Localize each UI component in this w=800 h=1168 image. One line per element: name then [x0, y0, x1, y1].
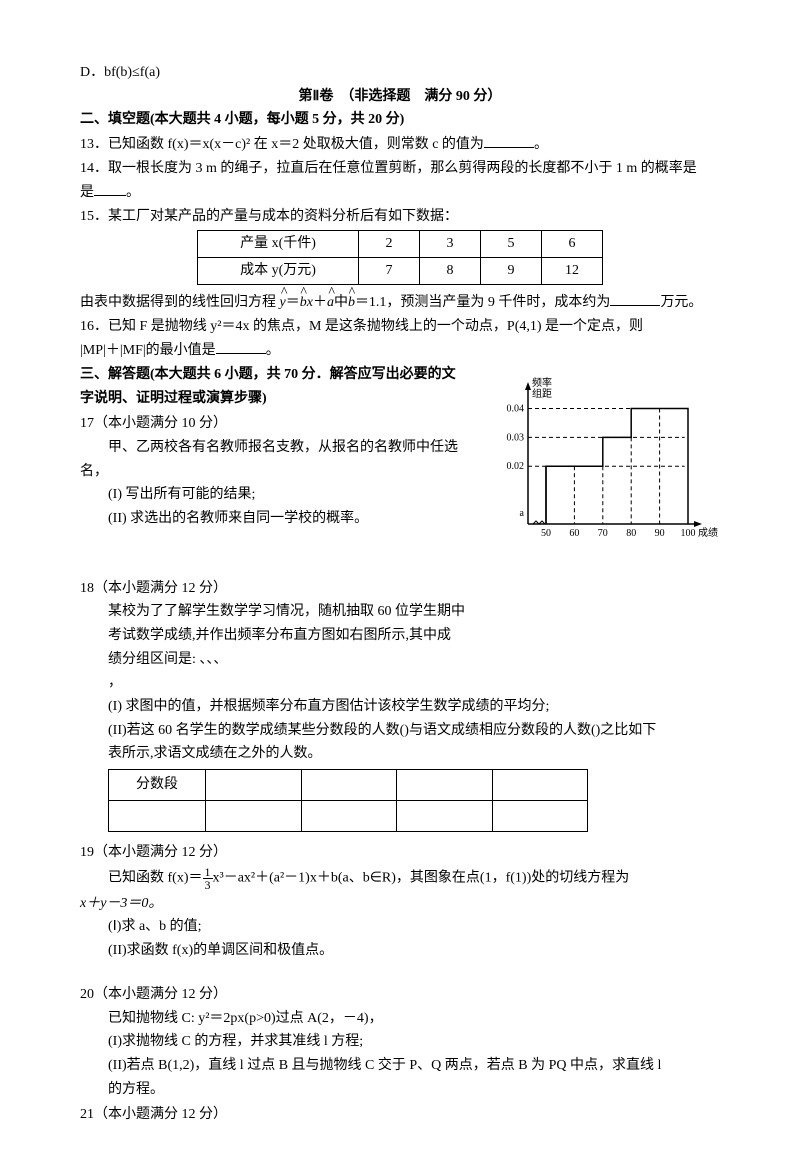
q20-i: (I)求抛物线 C 的方程，并求其准线 l 方程; [80, 1031, 720, 1053]
table-row: 分数段 [109, 770, 588, 801]
q13-text: 13．已知函数 f(x)＝x(x－c)² 在 x＝2 处取极大值，则常数 c 的… [80, 137, 484, 152]
q14: 14．取一根长度为 3 m 的绳子，拉直后在任意位置剪断，那么剪得两段的长度都不… [80, 158, 720, 180]
q18-c2: ， [80, 672, 720, 694]
svg-text:0.03: 0.03 [507, 432, 525, 443]
svg-text:组距: 组距 [532, 387, 552, 400]
q15b-mid: ＝1.1，预测当产量为 9 千件时，成本约为 [355, 295, 611, 310]
table-row: 成本 y(万元) 7 8 9 12 [198, 257, 603, 284]
q18-title: 18（本小题满分 12 分） [80, 578, 720, 600]
bhat: ^b [300, 292, 307, 314]
q19-a: 已知函数 f(x)＝13x³－ax²＋(a²－1)x＋b(a、b∈R)，其图象在… [80, 866, 720, 891]
q13-end: 。 [534, 137, 548, 152]
svg-text:50: 50 [541, 528, 551, 539]
q15-regression: 由表中数据得到的线性回归方程 ^y＝^bx＋^a中^b＝1.1，预测当产量为 9… [80, 291, 720, 314]
svg-text:a: a [520, 508, 525, 519]
q16-blank [216, 339, 266, 354]
frac-1-3: 13 [203, 866, 213, 891]
chart-svg: 频率组距成绩 0.04 0.03 0.02 a 50 60 70 80 90 100 [490, 364, 720, 544]
q18-ii-b: 表所示,求语文成绩在之外的人数。 [80, 743, 720, 765]
q19a-pre: 已知函数 f(x)＝ [108, 870, 203, 885]
cell: 2 [359, 230, 420, 257]
svg-text:0.02: 0.02 [507, 461, 525, 472]
q14-end: 。 [126, 185, 140, 200]
q16-a: 16．已知 F 是抛物线 y²＝4x 的焦点，M 是这条抛物线上的一个动点，P(… [80, 316, 720, 338]
q19-i: (Ⅰ)求 a、b 的值; [80, 916, 720, 938]
cell [492, 801, 588, 832]
q16-b: |MP|＋|MF|的最小值是 。 [80, 339, 720, 362]
q16b-text: |MP|＋|MF|的最小值是 [80, 343, 216, 358]
q18-i: (I) 求图中的值，并根据频率分布直方图估计该校学生数学成绩的平均分; [80, 696, 720, 718]
svg-text:100: 100 [681, 528, 696, 539]
paper2-title: 第Ⅱ卷 （非选择题 满分 90 分） [80, 86, 720, 108]
table-row: 产量 x(千件) 2 3 5 6 [198, 230, 603, 257]
q15-table: 产量 x(千件) 2 3 5 6 成本 y(万元) 7 8 9 12 [197, 230, 603, 285]
q15-blank [610, 291, 660, 306]
svg-text:成绩: 成绩 [698, 526, 718, 539]
q20-ii-a: (II)若点 B(1,2)，直线 l 过点 B 且与抛物线 C 交于 P、Q 两… [80, 1055, 720, 1077]
q19-title: 19（本小题满分 12 分） [80, 842, 720, 864]
row-label: 成本 y(万元) [198, 257, 359, 284]
cell [397, 801, 493, 832]
svg-text:60: 60 [569, 528, 579, 539]
row-label: 产量 x(千件) [198, 230, 359, 257]
q20-title: 20（本小题满分 12 分） [80, 984, 720, 1006]
q18-ii-a: (II)若这 60 名学生的数学成绩某些分数段的人数()与语文成绩相应分数段的人… [80, 720, 720, 742]
q20-ii-b: 的方程。 [80, 1079, 720, 1101]
q14-line2: 是。 [80, 181, 720, 204]
q15-intro: 15．某工厂对某产品的产量与成本的资料分析后有如下数据： [80, 206, 720, 228]
q13-blank [484, 133, 534, 148]
q14-text: 14．取一根长度为 3 m 的绳子，拉直后在任意位置剪断，那么剪得两段的长度都不… [80, 161, 697, 176]
cell [206, 770, 302, 801]
cell: 9 [481, 257, 542, 284]
svg-text:70: 70 [598, 528, 608, 539]
cell: 12 [542, 257, 603, 284]
cell [397, 770, 493, 801]
q18-seg-table: 分数段 [108, 769, 588, 832]
bhat2: ^b [348, 292, 355, 314]
cell [301, 801, 397, 832]
q19a-post: x³－ax²＋(a²－1)x＋b(a、b∈R)，其图象在点(1，f(1))处的切… [213, 870, 630, 885]
q15b-end: 万元。 [660, 295, 702, 310]
q18-c: 绩分组区间是: 、、、 [80, 649, 720, 671]
option-d: D．bf(b)≤f(a) [80, 62, 720, 84]
cell [206, 801, 302, 832]
cell [109, 801, 206, 832]
ahat: ^a [327, 292, 334, 314]
cell [301, 770, 397, 801]
q13: 13．已知函数 f(x)＝x(x－c)² 在 x＝2 处取极大值，则常数 c 的… [80, 133, 720, 156]
svg-text:80: 80 [626, 528, 636, 539]
q19b-text: x＋y－3＝0。 [80, 896, 162, 911]
yhat: ^y [280, 292, 286, 314]
cell: 7 [359, 257, 420, 284]
q18-a: 某校为了了解学生数学学习情况，随机抽取 60 位学生期中 [80, 601, 720, 623]
q21-title: 21（本小题满分 12 分） [80, 1104, 720, 1126]
cell: 6 [542, 230, 603, 257]
cell: 3 [420, 230, 481, 257]
cell: 8 [420, 257, 481, 284]
q16-end: 。 [266, 343, 280, 358]
q19-b: x＋y－3＝0。 [80, 893, 720, 915]
svg-text:频率: 频率 [532, 376, 552, 389]
q20-a: 已知抛物线 C: y²＝2px(p>0)过点 A(2，－4)， [80, 1008, 720, 1030]
q15b-pre: 由表中数据得到的线性回归方程 [80, 295, 276, 310]
table-row [109, 801, 588, 832]
svg-text:90: 90 [655, 528, 665, 539]
seg-label: 分数段 [109, 770, 206, 801]
q19-ii: (II)求函数 f(x)的单调区间和极值点。 [80, 940, 720, 962]
cell [492, 770, 588, 801]
svg-text:0.04: 0.04 [507, 403, 525, 414]
q18-b: 考试数学成绩,并作出频率分布直方图如右图所示,其中成 [80, 625, 720, 647]
q14-blank [94, 181, 126, 196]
cell: 5 [481, 230, 542, 257]
histogram-chart: 频率组距成绩 0.04 0.03 0.02 a 50 60 70 80 90 100 [490, 364, 720, 552]
part2-header: 二、填空题(本大题共 4 小题，每小题 5 分，共 20 分) [80, 109, 720, 131]
